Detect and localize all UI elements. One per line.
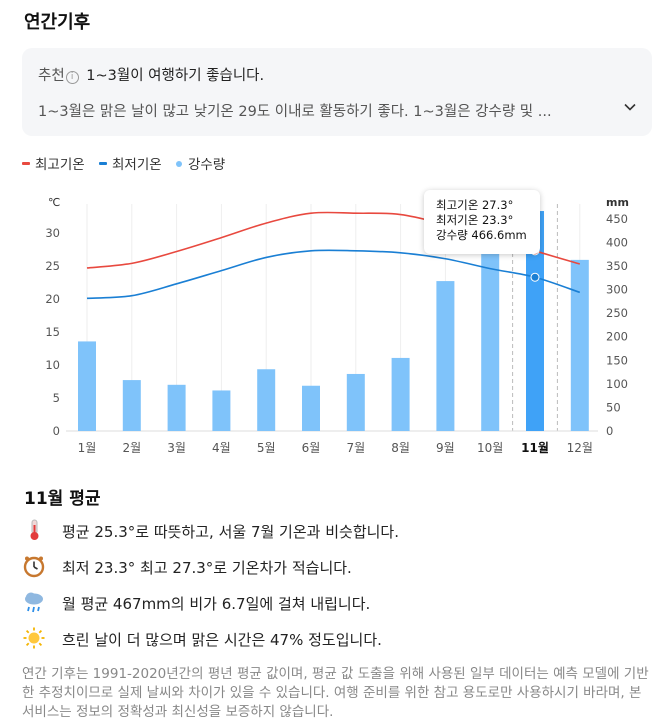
tooltip-max-temp: 최고기온 27.3° xyxy=(436,198,514,212)
x-tick-label-month[interactable]: 2월 xyxy=(122,441,141,455)
rain-bar-8[interactable] xyxy=(391,357,410,431)
y-right-tick-label: 300 xyxy=(606,283,628,297)
y-left-tick-label: 10 xyxy=(45,358,60,372)
rain-cloud-icon xyxy=(25,592,43,613)
rain-bar-9[interactable] xyxy=(436,281,455,431)
chart-tooltip: 최고기온 27.3° 최저기온 23.3° 강수량 466.6mm xyxy=(424,190,540,254)
rain-bar-10[interactable] xyxy=(481,246,500,431)
recommendation-tag: 추천 xyxy=(38,68,65,84)
tooltip-rain: 강수량 466.6mm xyxy=(436,228,527,242)
summary-fact-text: 흐린 날이 더 많으며 맑은 시간은 47% 정도입니다. xyxy=(62,631,382,649)
page-title: 연간기후 xyxy=(24,12,91,33)
min-temp-line xyxy=(86,249,581,300)
x-tick-label-month[interactable]: 6월 xyxy=(302,441,321,455)
y-left-unit-label: ℃ xyxy=(48,196,60,209)
legend-min-temp-swatch xyxy=(98,162,107,165)
y-left-tick-label: 0 xyxy=(53,424,60,438)
summary-fact-text: 평균 25.3°로 따뜻하고, 서울 7월 기온과 비슷합니다. xyxy=(62,523,399,541)
y-right-tick-label: 50 xyxy=(606,400,621,414)
y-right-unit-label: mm xyxy=(606,196,629,209)
tooltip-min-temp: 최저기온 23.3° xyxy=(436,213,514,227)
rain-bar-4[interactable] xyxy=(212,390,231,431)
y-right-tick-label: 200 xyxy=(606,330,628,344)
x-tick-label-month[interactable]: 9월 xyxy=(436,441,455,455)
summary-fact-text: 최저 23.3° 최고 27.3°로 기온차가 적습니다. xyxy=(62,559,352,577)
x-tick-label-month[interactable]: 10월 xyxy=(477,441,503,455)
sun-icon xyxy=(23,627,45,649)
recommendation-card[interactable]: 추천 i 1~3월이 여행하기 좋습니다. 1~3월은 맑은 날이 많고 낮기온 … xyxy=(22,48,652,136)
x-tick-label-month[interactable]: 5월 xyxy=(257,441,276,455)
legend-rain-swatch xyxy=(175,161,182,167)
y-right-tick-label: 100 xyxy=(606,377,628,391)
summary-fact-text: 월 평균 467mm의 비가 6.7일에 걸쳐 내립니다. xyxy=(62,595,371,613)
recommendation-headline: 1~3월이 여행하기 좋습니다. xyxy=(86,68,265,84)
rain-bar-6[interactable] xyxy=(302,385,320,431)
x-tick-label-month[interactable]: 11월 xyxy=(521,440,549,455)
recommendation-headline-row: 추천 i 1~3월이 여행하기 좋습니다. xyxy=(38,64,264,85)
rain-bar-3[interactable] xyxy=(167,384,186,431)
rain-bar-12[interactable] xyxy=(570,259,589,431)
legend-rain-label: 강수량 xyxy=(187,157,226,173)
legend-max-temp-label: 최고기온 xyxy=(35,157,85,173)
rain-bar-7[interactable] xyxy=(346,373,365,431)
climate-chart[interactable]: ℃ 0 5 10 15 20 25 30 mm 0 50 100 150 200 250 300 350 400 4… xyxy=(0,180,671,470)
x-tick-label-month[interactable]: 3월 xyxy=(167,441,186,455)
x-tick-label-month[interactable]: 8월 xyxy=(391,441,410,455)
legend-max-temp-swatch xyxy=(22,162,30,165)
x-tick-label-month[interactable]: 1월 xyxy=(78,441,97,455)
legend-rain[interactable]: 강수량 xyxy=(175,153,226,173)
rain-bar-2[interactable] xyxy=(122,380,141,431)
y-right-tick-label: 0 xyxy=(606,424,613,438)
clock-icon xyxy=(23,556,45,578)
thermometer-icon xyxy=(30,519,39,540)
chevron-down-icon[interactable] xyxy=(623,100,637,114)
y-right-tick-label: 400 xyxy=(606,235,628,249)
chart-legend: 최고기온 최저기온 강수량 xyxy=(22,153,235,173)
y-left-tick-label: 30 xyxy=(45,226,60,240)
legend-min-temp[interactable]: 최저기온 xyxy=(98,153,162,173)
rain-bar-11[interactable] xyxy=(526,211,544,431)
rain-bar-1[interactable] xyxy=(78,341,96,431)
summary-title: 11월 평균 xyxy=(24,489,101,509)
y-right-tick-label: 450 xyxy=(606,212,628,226)
legend-min-temp-label: 최저기온 xyxy=(111,157,162,173)
y-right-tick-label: 250 xyxy=(606,306,628,320)
x-tick-label-month[interactable]: 12월 xyxy=(567,441,593,455)
y-right-tick-label: 350 xyxy=(606,259,628,273)
recommendation-detail: 1~3월은 맑은 날이 많고 낮기온 29도 이내로 활동하기 좋다. 1~3월… xyxy=(38,104,552,120)
info-icon[interactable]: i xyxy=(65,71,79,84)
rain-bar-5[interactable] xyxy=(257,369,276,431)
min-temp-point-selected xyxy=(530,272,540,282)
y-left-tick-label: 25 xyxy=(45,259,60,273)
legend-max-temp[interactable]: 최고기온 xyxy=(22,153,85,173)
x-tick-label-month[interactable]: 4월 xyxy=(212,441,231,455)
y-left-tick-label: 5 xyxy=(53,391,60,405)
y-left-tick-label: 15 xyxy=(45,325,60,339)
footnote: 연간 기후는 1991-2020년간의 평년 평균 값이며, 평균 값 도출을 … xyxy=(22,666,649,720)
y-left-tick-label: 20 xyxy=(45,292,60,306)
x-tick-label-month[interactable]: 7월 xyxy=(346,441,365,455)
y-right-tick-label: 150 xyxy=(606,353,628,367)
